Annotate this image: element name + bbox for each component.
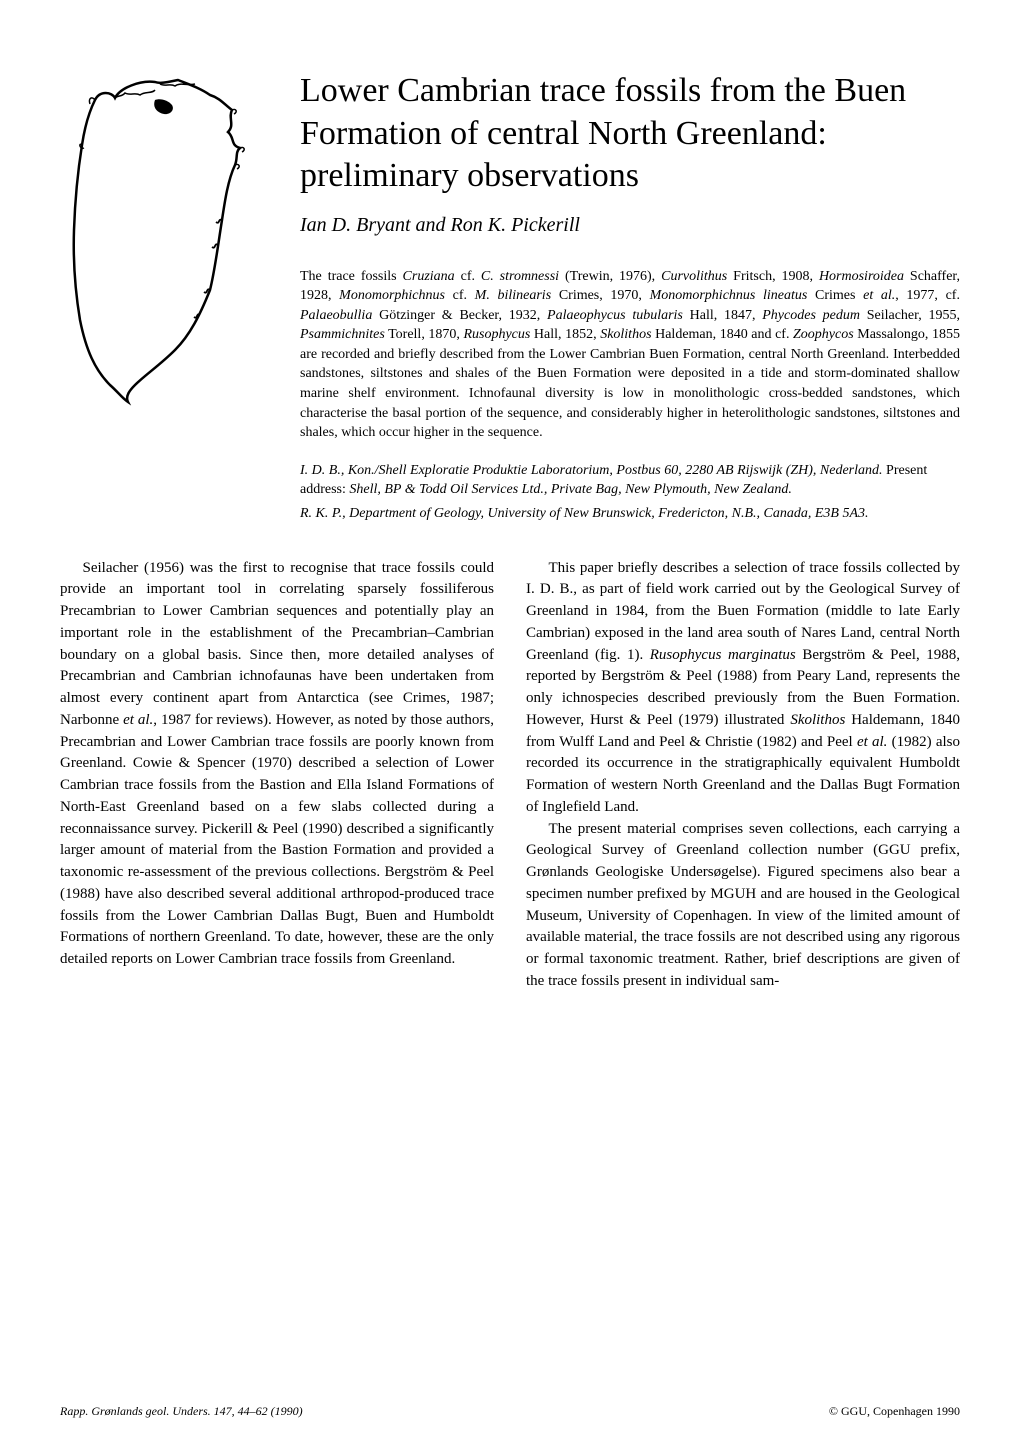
footer-copyright: © GGU, Copenhagen 1990 <box>829 1404 960 1419</box>
greenland-outline-icon <box>60 70 270 410</box>
body-columns: Seilacher (1956) was the first to recogn… <box>60 558 960 993</box>
header-row: Lower Cambrian trace fossils from the Bu… <box>60 70 960 528</box>
greenland-map <box>60 70 270 410</box>
affiliation-1: I. D. B., Kon./Shell Exploratie Produkti… <box>300 461 960 500</box>
body-column-right: This paper briefly describes a selection… <box>526 558 960 993</box>
paper-authors: Ian D. Bryant and Ron K. Pickerill <box>300 214 960 237</box>
footer-citation: Rapp. Grønlands geol. Unders. 147, 44–62… <box>60 1404 303 1419</box>
title-block: Lower Cambrian trace fossils from the Bu… <box>300 70 960 528</box>
page-footer: Rapp. Grønlands geol. Unders. 147, 44–62… <box>60 1404 960 1419</box>
paper-title: Lower Cambrian trace fossils from the Bu… <box>300 70 960 198</box>
body-column-left: Seilacher (1956) was the first to recogn… <box>60 558 494 993</box>
paper-abstract: The trace fossils Cruziana cf. C. stromn… <box>300 267 960 443</box>
affiliation-2: R. K. P., Department of Geology, Univers… <box>300 504 960 524</box>
